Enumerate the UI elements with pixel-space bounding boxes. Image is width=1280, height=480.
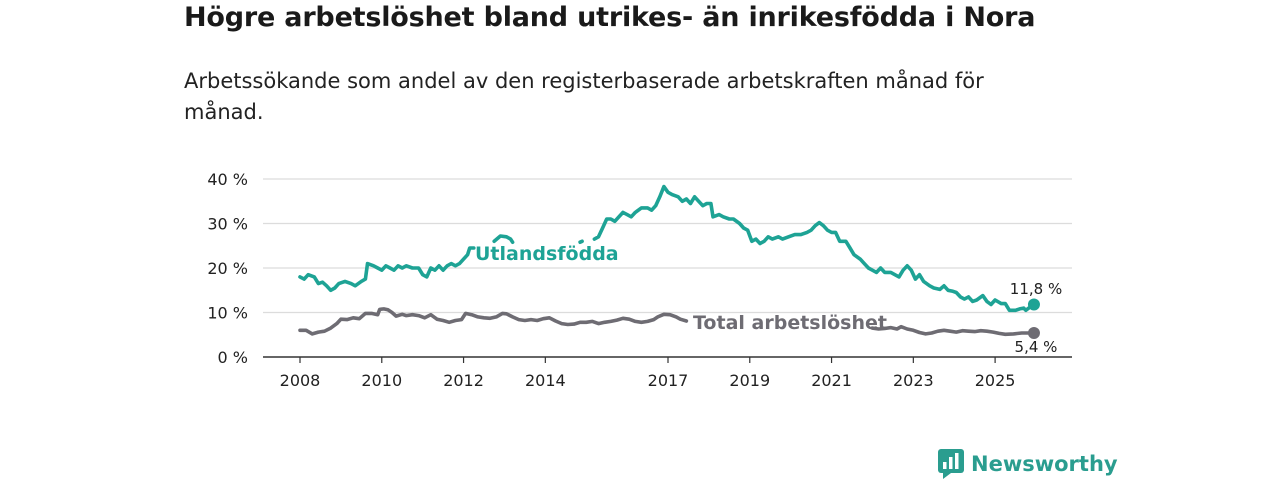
series-line-utlandsfodda bbox=[298, 246, 476, 293]
series-label-total: Total arbetslöshet bbox=[693, 312, 887, 334]
y-tick-label: 40 % bbox=[207, 170, 248, 189]
x-tick-label: 2017 bbox=[648, 371, 689, 390]
series-label-utlandsfodda: Utlandsfödda bbox=[475, 243, 619, 265]
x-tick-label: 2008 bbox=[280, 371, 321, 390]
y-tick-label: 20 % bbox=[207, 259, 248, 278]
series-end-marker bbox=[1027, 326, 1040, 339]
x-tick-label: 2010 bbox=[361, 371, 402, 390]
series-line-utlandsfodda bbox=[592, 184, 1036, 313]
x-tick-label: 2023 bbox=[893, 371, 934, 390]
x-tick-label: 2014 bbox=[525, 371, 566, 390]
y-tick-label: 30 % bbox=[207, 215, 248, 234]
series-labels: Utlandsfödda Total arbetslöshet 11,8 % 5,4 … bbox=[475, 243, 1062, 356]
end-value-utlandsfodda: 11,8 % bbox=[1010, 280, 1062, 298]
series-end-marker bbox=[1027, 298, 1040, 311]
x-tick-label: 2025 bbox=[975, 371, 1016, 390]
newsworthy-chart-icon bbox=[938, 449, 964, 479]
x-tick-label: 2021 bbox=[811, 371, 852, 390]
series-line-utlandsfodda bbox=[492, 234, 515, 244]
y-tick-label: 0 % bbox=[218, 348, 248, 367]
x-tick-label: 2012 bbox=[443, 371, 484, 390]
series-line-total bbox=[870, 324, 1036, 337]
x-tick-label: 2019 bbox=[729, 371, 770, 390]
newsworthy-logo[interactable]: Newsworthy bbox=[938, 449, 1118, 479]
y-axis: 0 % 10 % 20 % 30 % 40 % bbox=[207, 170, 248, 367]
x-axis: 2008 2010 2012 2014 2017 2019 2021 2023 2025 bbox=[280, 357, 1016, 390]
series-line-utlandsfodda bbox=[578, 239, 584, 244]
y-tick-label: 10 % bbox=[207, 304, 248, 323]
chart-subtitle: Arbetssökande som andel av den registerb… bbox=[184, 69, 984, 124]
brand-name: Newsworthy bbox=[971, 452, 1118, 476]
chart-title: Högre arbetslöshet bland utrikes- än inr… bbox=[184, 2, 1036, 33]
series-line-total bbox=[298, 307, 689, 336]
series-lines bbox=[298, 184, 1040, 339]
end-value-total: 5,4 % bbox=[1015, 338, 1058, 356]
